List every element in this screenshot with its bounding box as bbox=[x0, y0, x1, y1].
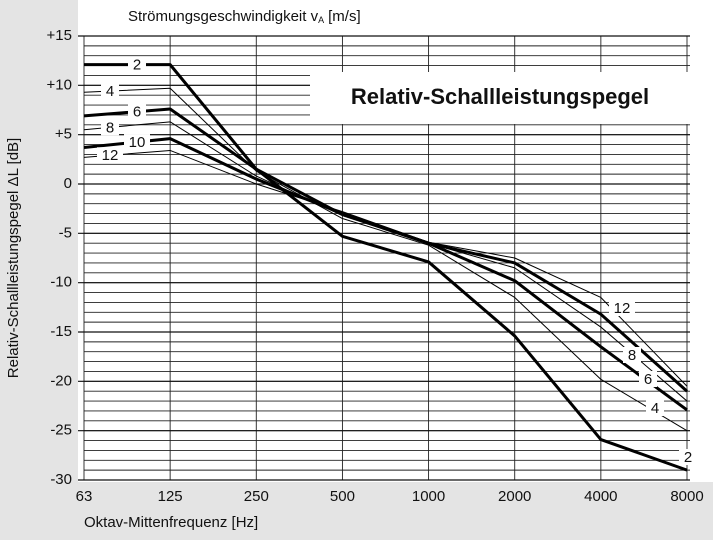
series-label-box bbox=[623, 347, 641, 363]
x-tick-label: 4000 bbox=[584, 488, 617, 505]
legend-title-sub: A bbox=[318, 15, 324, 25]
x-tick-label: 500 bbox=[330, 488, 355, 505]
series-line bbox=[84, 63, 688, 472]
y-tick-label: -5 bbox=[59, 224, 72, 241]
series-label-box bbox=[101, 83, 119, 100]
series-label: 6 bbox=[133, 104, 141, 121]
x-tick-label: 2000 bbox=[498, 488, 531, 505]
x-tick-label: 125 bbox=[158, 488, 183, 505]
lines bbox=[83, 63, 688, 472]
y-tick-label: -30 bbox=[50, 471, 72, 488]
series-label-box bbox=[639, 371, 657, 387]
legend-title: Strömungsgeschwindigkeit vA [m/s] bbox=[128, 8, 361, 25]
series-label: 4 bbox=[651, 400, 659, 417]
series-label: 8 bbox=[106, 119, 114, 136]
y-tick-label: 0 bbox=[64, 175, 72, 192]
x-tick-label: 8000 bbox=[670, 488, 703, 505]
y-tick-label: +5 bbox=[55, 126, 72, 143]
series-label-box bbox=[679, 449, 697, 465]
series-label: 12 bbox=[102, 147, 119, 164]
series-label: 2 bbox=[133, 57, 141, 74]
series-label: 10 bbox=[129, 134, 146, 151]
series-label-box bbox=[609, 300, 635, 316]
y-tick-label: -10 bbox=[50, 274, 72, 291]
series-label: 6 bbox=[644, 371, 652, 388]
series-line bbox=[83, 137, 688, 393]
title-box bbox=[310, 72, 690, 124]
x-tick-label: 250 bbox=[244, 488, 269, 505]
y-tick-label: +10 bbox=[47, 76, 72, 93]
series-label-box bbox=[101, 119, 119, 136]
series-label: 2 bbox=[684, 449, 692, 466]
chart-title: Relativ-Schallleistungspegel bbox=[351, 84, 649, 109]
series-label-box bbox=[128, 56, 146, 73]
y-tick-label: -15 bbox=[50, 323, 72, 340]
series-label: 4 bbox=[106, 83, 114, 100]
y-axis-label: Relativ-Schallleistungspegel ΔL [dB] bbox=[5, 138, 22, 378]
y-tick-label: +15 bbox=[47, 27, 72, 44]
series-label-box bbox=[97, 147, 123, 164]
y-tick-label: -25 bbox=[50, 422, 72, 439]
series-label-box bbox=[124, 134, 150, 151]
series-line bbox=[83, 149, 688, 387]
x-axis-label: Oktav-Mittenfrequenz [Hz] bbox=[84, 514, 258, 531]
series-line bbox=[83, 87, 688, 432]
y-tick-label: -20 bbox=[50, 372, 72, 389]
series-label-box bbox=[128, 103, 146, 120]
legend-title-unit: [m/s] bbox=[328, 8, 361, 25]
series-label-box bbox=[646, 400, 664, 416]
x-tick-label: 1000 bbox=[412, 488, 445, 505]
legend-title-text: Strömungsgeschwindigkeit v bbox=[128, 8, 319, 25]
series-label: 12 bbox=[614, 300, 631, 317]
x-tick-label: 63 bbox=[76, 488, 93, 505]
series-label: 8 bbox=[628, 347, 636, 364]
